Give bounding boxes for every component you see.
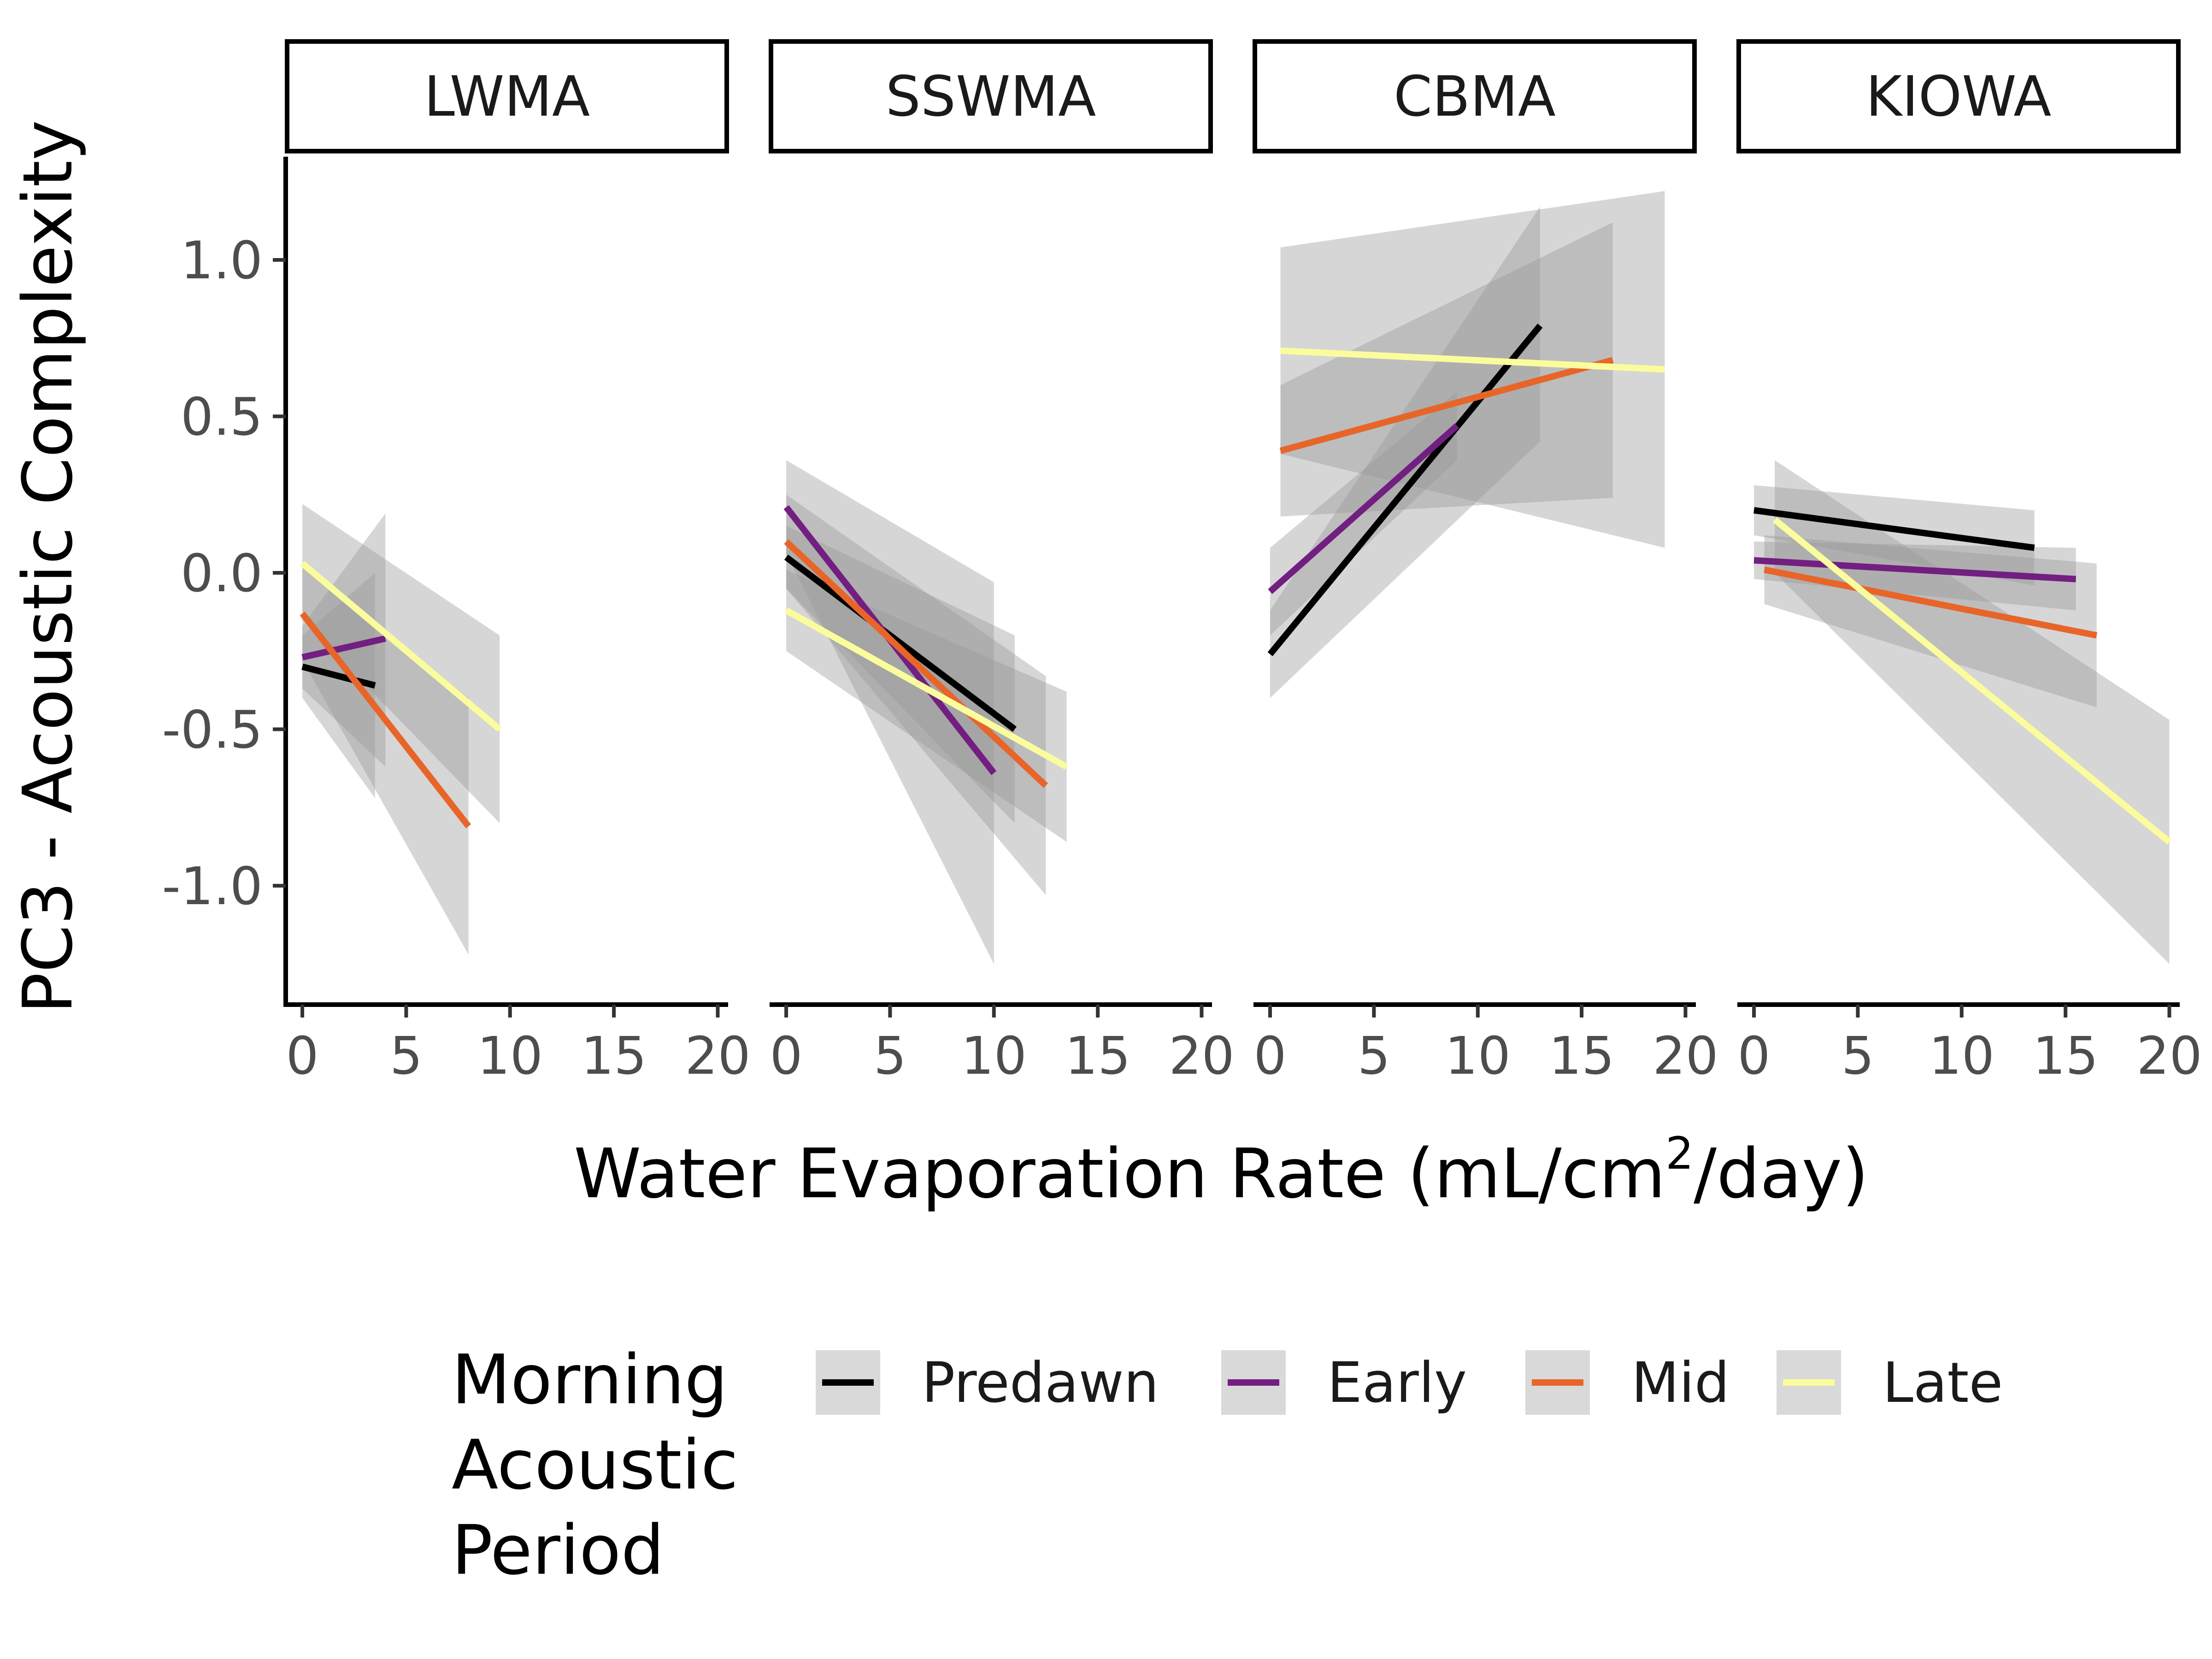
- regression-line-late: [1280, 347, 1665, 373]
- x-tick-label: 5: [1841, 1026, 1874, 1086]
- regression-line-mid: [1279, 357, 1614, 454]
- regression-line-mid: [784, 539, 1048, 788]
- x-tick-label: 15: [581, 1026, 647, 1086]
- x-axis-title-superscript: 2: [1665, 1128, 1694, 1179]
- panel-lwma: LWMA 0 5 10 15 20: [285, 39, 751, 1086]
- y-tick-label: -1.0: [162, 857, 263, 917]
- y-axis: 1.0 0.5 0.0 -0.5 -1.0: [162, 157, 288, 1007]
- legend-title-line: Morning: [452, 1340, 728, 1419]
- x-tick-label: 15: [1549, 1026, 1615, 1086]
- x-tick-label: 10: [961, 1026, 1027, 1086]
- x-tick-label: 0: [1253, 1026, 1286, 1086]
- y-tick-label: 1.0: [181, 231, 263, 291]
- panel-cbma: CBMA 0 5 10 15 20: [1253, 39, 1718, 1086]
- x-axis-title: Water Evaporation Rate (mL/cm2/day): [574, 1128, 1869, 1213]
- regression-line-late: [300, 561, 502, 732]
- legend-label: Mid: [1631, 1351, 1730, 1415]
- confidence-band-early: [302, 513, 386, 767]
- x-tick-label: 0: [770, 1026, 802, 1086]
- legend-title-line: Acoustic: [452, 1425, 738, 1505]
- x-tick-label: 0: [286, 1026, 318, 1086]
- confidence-band-predawn: [302, 573, 375, 798]
- legend-entry-predawn: Predawn: [816, 1350, 1159, 1415]
- x-axis-title-main: Water Evaporation Rate (mL/cm: [574, 1134, 1665, 1213]
- x-axis-title-suffix: /day): [1694, 1134, 1869, 1213]
- regression-line-predawn: [784, 554, 1017, 732]
- regression-line-mid: [1764, 566, 2098, 639]
- confidence-band-mid: [1280, 222, 1613, 517]
- x-tick-label: 20: [1653, 1026, 1718, 1086]
- confidence-band-late: [1775, 460, 2170, 964]
- x-tick-label: 20: [685, 1026, 751, 1086]
- facet-strip: [1253, 39, 1697, 153]
- x-tick-label: 10: [477, 1026, 543, 1086]
- facet-strip-label: KIOWA: [1866, 65, 2052, 129]
- confidence-band-late: [786, 570, 1067, 842]
- regression-line-late: [1772, 517, 2171, 845]
- regression-line-early: [1268, 423, 1459, 594]
- regression-line-early: [301, 635, 386, 661]
- x-tick-label: 5: [390, 1026, 423, 1086]
- legend-entry-late: Late: [1777, 1350, 2003, 1415]
- panel-sswma: SSWMA 0 5 10 15 20: [769, 39, 1235, 1086]
- regression-line-early: [1753, 557, 2077, 582]
- confidence-band-late: [302, 504, 500, 824]
- x-tick-label: 15: [2033, 1026, 2099, 1086]
- facet-strip-label: CBMA: [1394, 65, 1556, 129]
- facet-strip: [1736, 39, 2181, 153]
- confidence-band-early: [1754, 541, 2076, 611]
- legend-label: Predawn: [922, 1351, 1159, 1415]
- regression-line-predawn: [1267, 324, 1543, 657]
- x-tick-label: 5: [874, 1026, 906, 1086]
- regression-line-predawn: [1753, 507, 2035, 551]
- y-axis-title: PC3 - Acoustic Complexity: [8, 120, 88, 1013]
- y-tick-label: 0.5: [181, 388, 263, 447]
- facet-strip-label: SSWMA: [886, 65, 1096, 129]
- x-tick-label: 15: [1065, 1026, 1131, 1086]
- y-tick-label: 0.0: [181, 544, 263, 604]
- legend-label: Early: [1327, 1351, 1467, 1415]
- legend-entry-mid: Mid: [1525, 1350, 1730, 1415]
- x-tick-label: 0: [1737, 1026, 1770, 1086]
- legend-entry-early: Early: [1221, 1350, 1467, 1415]
- regression-line-late: [784, 607, 1068, 770]
- x-tick-label: 10: [1929, 1026, 1995, 1086]
- panel-kiowa: KIOWA 0 5 10 15 20: [1736, 39, 2202, 1086]
- y-tick-label: -0.5: [162, 700, 263, 760]
- x-tick-label: 10: [1445, 1026, 1511, 1086]
- x-tick-label: 20: [2136, 1026, 2202, 1086]
- confidence-band-predawn: [1754, 485, 2035, 586]
- regression-line-predawn: [301, 663, 376, 689]
- confidence-band-early: [1270, 391, 1457, 635]
- x-tick-label: 20: [1169, 1026, 1235, 1086]
- x-tick-label: 5: [1358, 1026, 1390, 1086]
- legend-label: Late: [1883, 1351, 2003, 1415]
- confidence-band-late: [1280, 191, 1665, 548]
- facet-strip: [285, 39, 729, 153]
- facet-strip: [769, 39, 1213, 153]
- legend-title-line: Period: [452, 1511, 665, 1590]
- facet-strip-label: LWMA: [424, 65, 590, 129]
- regression-line-mid: [300, 611, 471, 829]
